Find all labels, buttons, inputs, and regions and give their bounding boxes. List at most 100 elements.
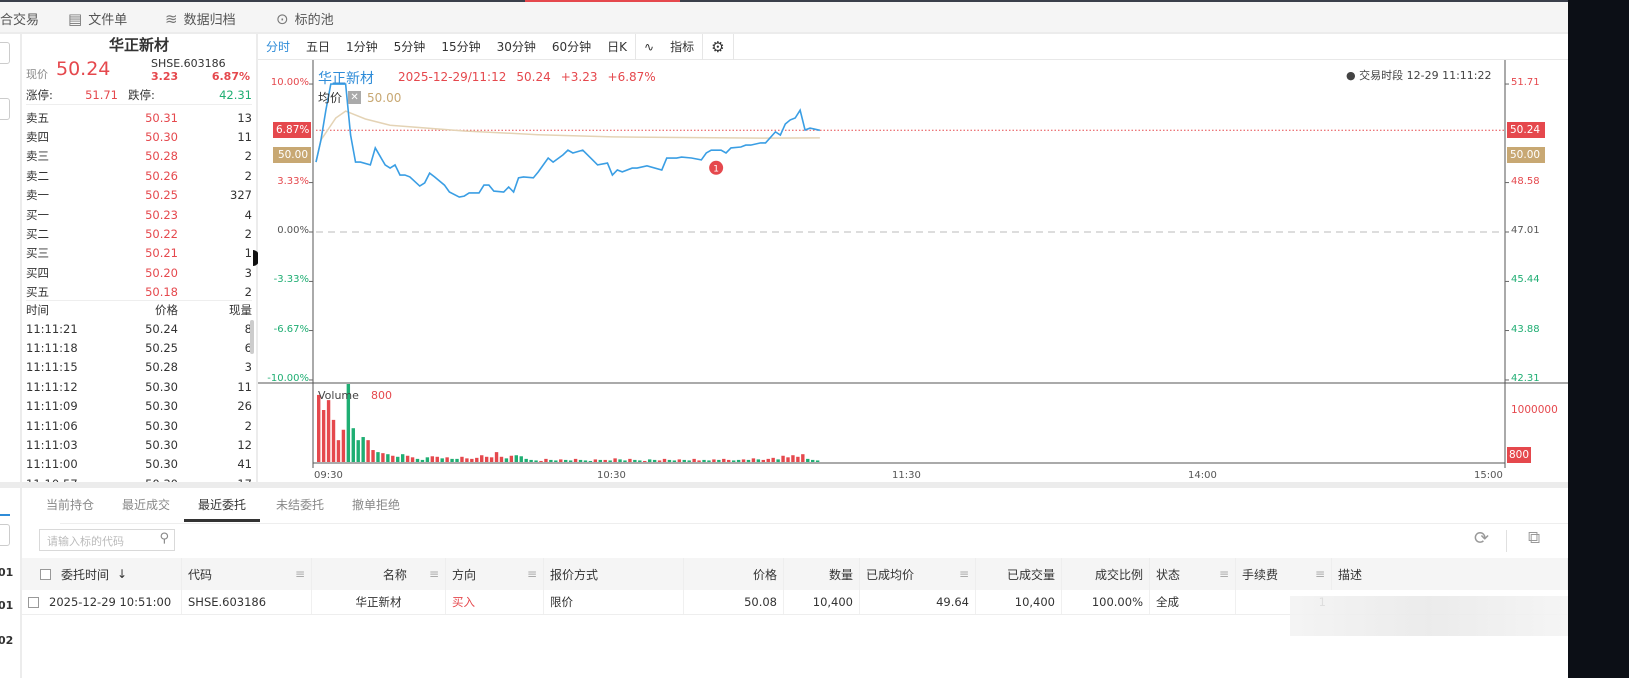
nav-tab-label: 数据归档	[183, 13, 236, 28]
intraday-chart[interactable]: 1	[258, 60, 1568, 482]
left-input[interactable]	[0, 524, 10, 546]
order-book-level[interactable]: 买三 50.21 1	[26, 244, 252, 263]
period-tab[interactable]: 日K	[607, 39, 628, 54]
refresh-icon[interactable]: ⟳	[1474, 528, 1490, 549]
nav-tab-pool[interactable]: ⊙ 标的池	[276, 9, 334, 29]
avg-price-line	[315, 110, 820, 163]
popout-icon[interactable]: ⧉	[1528, 528, 1541, 548]
left-label: 02	[0, 634, 14, 647]
column-header[interactable]: 成交比例	[1062, 558, 1150, 590]
period-tab[interactable]: 1分钟	[346, 39, 378, 54]
order-book-level[interactable]: 买五 50.18 2	[26, 283, 252, 302]
ticks-header-vol: 现量	[229, 303, 252, 317]
period-tab[interactable]: 30分钟	[496, 39, 536, 54]
order-book-level[interactable]: 买二 50.22 2	[26, 224, 252, 243]
volume-bar	[450, 458, 454, 462]
cell-price: 50.08	[744, 595, 777, 609]
cell-status: 全成	[1156, 595, 1179, 609]
order-book-level[interactable]: 卖五 50.31 13	[26, 108, 252, 127]
orders-tab[interactable]: 当前持仓	[46, 498, 95, 512]
column-header[interactable]: 报价方式	[544, 558, 684, 590]
code-search-input[interactable]: 请输入标的代码 ⚲	[39, 529, 175, 551]
order-book-level[interactable]: 卖二 50.26 2	[26, 166, 252, 185]
column-menu-icon[interactable]: ≡	[428, 567, 439, 581]
volume-bar	[504, 458, 509, 462]
tick-volume: 2	[244, 418, 252, 433]
column-menu-icon[interactable]: ≡	[1314, 567, 1325, 581]
orders-tab[interactable]: 最近成交	[122, 498, 171, 512]
column-header[interactable]: 名称 ≡	[312, 558, 446, 590]
quote-panel: 华正新材 现价 50.24 SHSE.603186 3.23 6.87% 涨停:…	[22, 34, 256, 482]
volume-bar	[638, 460, 642, 462]
level-volume: 2	[244, 149, 252, 164]
table-cell: 10,400	[976, 590, 1062, 614]
panel-splitter-handle[interactable]	[253, 250, 259, 266]
tick-row: 11:11:03 50.30 12	[26, 435, 252, 454]
volume-bar	[400, 454, 405, 462]
tick-price: 50.30	[145, 418, 178, 433]
settings-icon[interactable]: ⚙	[711, 37, 725, 56]
period-tab[interactable]: 五日	[306, 39, 331, 54]
period-tab[interactable]: 分时	[266, 39, 291, 54]
nav-tab-file-order[interactable]: ▤ 文件单	[68, 9, 127, 29]
column-menu-icon[interactable]: ≡	[526, 567, 537, 581]
x-tick-label: 11:30	[892, 470, 921, 481]
avg-price-tag-left: 50.00	[273, 146, 311, 163]
column-header[interactable]: 数量	[784, 558, 860, 590]
column-header[interactable]: 价格	[684, 558, 784, 590]
nav-tab-trade[interactable]: 合交易	[0, 9, 39, 28]
column-label: 状态	[1156, 567, 1181, 582]
column-header[interactable]: 已成交量	[976, 558, 1062, 590]
volume-bar	[815, 460, 820, 462]
order-book-level[interactable]: 卖三 50.28 2	[26, 147, 252, 166]
line-style-icon[interactable]: ∿	[644, 39, 655, 54]
ticks-scrollbar[interactable]	[250, 320, 254, 354]
order-book-level[interactable]: 买四 50.20 3	[26, 263, 252, 282]
table-cell: 全成	[1150, 590, 1236, 614]
column-label: 委托时间	[61, 567, 110, 582]
column-header[interactable]: 状态 ≡	[1150, 558, 1236, 590]
period-tab[interactable]: 60分钟	[551, 39, 592, 54]
close-icon[interactable]: ✕	[348, 91, 362, 104]
volume-bar	[430, 456, 435, 462]
volume-bar	[346, 384, 351, 462]
column-header[interactable]: 方向 ≡	[446, 558, 544, 590]
table-row[interactable]: 2025-12-29 10:51:00 SHSE.603186 华正新材 买入 限价 50…	[22, 590, 1568, 615]
indicator-button[interactable]: 指标	[670, 39, 695, 54]
tick-row: 11:11:09 50.30 26	[26, 397, 252, 416]
tick-price: 50.30	[145, 437, 178, 452]
order-book-level[interactable]: 卖一 50.25 327	[26, 186, 252, 205]
column-menu-icon[interactable]: ≡	[958, 567, 969, 581]
order-book-level[interactable]: 卖四 50.30 11	[26, 127, 252, 146]
trade-marker[interactable]	[709, 160, 724, 175]
orders-tab[interactable]: 撤单拒绝	[352, 498, 401, 512]
avg-label: 均价	[318, 91, 343, 105]
tick-time: 11:11:18	[26, 340, 78, 355]
column-header[interactable]: 描述	[1332, 558, 1568, 590]
column-header[interactable]: 代码 ≡	[182, 558, 312, 590]
sort-desc-icon[interactable]: ↓	[117, 567, 128, 581]
cell-side: 买入	[452, 595, 475, 609]
tick-time: 11:11:06	[26, 418, 78, 433]
volume-tag: 800	[1507, 447, 1531, 463]
left-input[interactable]	[0, 42, 10, 64]
orders-tab[interactable]: 最近委托	[184, 496, 261, 522]
left-label: 01	[0, 599, 14, 612]
current-pct-tag: 6.87%	[273, 122, 311, 139]
column-header[interactable]: 委托时间 ↓	[22, 558, 182, 590]
column-header[interactable]: 已成均价 ≡	[860, 558, 976, 590]
nav-tab-archive[interactable]: ≋ 数据归档	[165, 9, 236, 29]
period-tab[interactable]: 15分钟	[441, 39, 481, 54]
orders-tab[interactable]: 未结委托	[276, 498, 325, 512]
period-tab[interactable]: 5分钟	[393, 39, 426, 54]
left-input[interactable]	[0, 98, 10, 120]
row-checkbox[interactable]	[28, 596, 39, 608]
volume-bar	[801, 454, 805, 462]
order-book-level[interactable]: 买一 50.23 4	[26, 205, 252, 224]
column-header[interactable]: 手续费 ≡	[1236, 558, 1332, 590]
column-menu-icon[interactable]: ≡	[1218, 567, 1229, 581]
search-icon[interactable]: ⚲	[159, 531, 169, 546]
level-label: 买三	[26, 246, 49, 261]
column-menu-icon[interactable]: ≡	[294, 567, 305, 581]
select-all-checkbox[interactable]	[40, 568, 51, 580]
